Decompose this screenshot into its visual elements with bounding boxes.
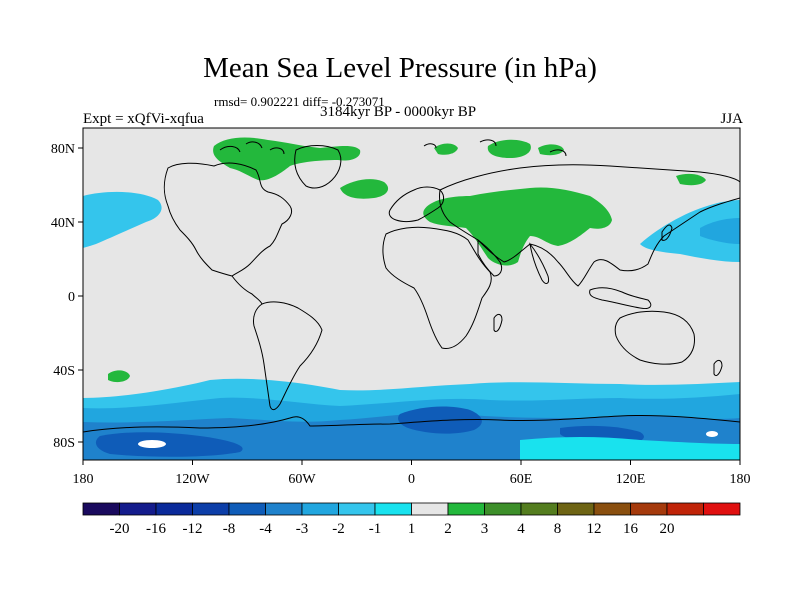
colorbar-label: 8 [554, 521, 562, 537]
experiment-label: Expt = xQfVi-xqfua [83, 111, 204, 127]
colorbar-swatch [447, 502, 485, 516]
y-tick-label: 80N [51, 142, 75, 157]
colorbar-label: 2 [444, 521, 452, 537]
colorbar-swatch [228, 502, 266, 516]
map-plot [83, 128, 740, 460]
antarctic-white-patch-east [706, 431, 718, 437]
x-tick-label: 60W [288, 472, 316, 487]
y-tick-label: 80S [53, 436, 75, 451]
x-tick-label: 120W [175, 472, 210, 487]
atlantic-negative-patch [83, 191, 162, 248]
coast-north-america [163, 162, 293, 277]
colorbar-label: 12 [587, 521, 602, 537]
y-tick-label: 40N [51, 216, 75, 231]
coast-se-asia [589, 287, 652, 309]
coast-arabia [477, 238, 503, 277]
colorbar-labels: -20 -16 -12 -8 -4 -3 -2 -1 1 2 3 4 8 12 16 20 [110, 521, 675, 537]
season-label: JJA [720, 111, 743, 127]
colorbar-swatch [82, 502, 120, 516]
southern-positive-patch [108, 370, 130, 383]
coast-india [529, 242, 549, 284]
colorbar-swatch [666, 502, 704, 516]
colorbar [82, 502, 741, 516]
colorbar-label: -12 [183, 521, 203, 537]
colorbar-label: -1 [369, 521, 382, 537]
antarctic-white-patch [138, 440, 166, 448]
coast-arctic-islands [219, 139, 567, 157]
colorbar-swatch [484, 502, 522, 516]
colorbar-swatch [338, 502, 376, 516]
x-tick-label: 180 [73, 472, 94, 487]
colorbar-label: 4 [517, 521, 525, 537]
colorbar-swatch [265, 502, 303, 516]
arctic-positive-patch-2 [340, 179, 389, 199]
colorbar-swatch [192, 502, 230, 516]
y-tick-labels: 80N 40N 0 40S 80S [51, 142, 75, 451]
pacific-negative-core [700, 218, 740, 244]
colorbar-swatch [411, 502, 449, 516]
colorbar-swatch [374, 502, 412, 516]
x-tick-label: 0 [408, 472, 415, 487]
coast-madagascar [493, 313, 503, 333]
colorbar-label: -2 [332, 521, 345, 537]
coast-europe [388, 186, 445, 222]
x-axis [82, 460, 741, 465]
colorbar-label: 16 [623, 521, 639, 537]
colorbar-swatch [593, 502, 631, 516]
colorbar-label: -16 [146, 521, 166, 537]
coast-japan [661, 224, 673, 241]
stats-label: rmsd= 0.902221 diff= -0.273071 [214, 94, 385, 109]
antarctic-light-patch [520, 437, 740, 460]
coastlines [83, 139, 740, 433]
coast-south-america [253, 301, 323, 411]
coast-new-zealand [713, 359, 723, 377]
x-tick-label: 60E [510, 472, 533, 487]
colorbar-swatch [119, 502, 157, 516]
colorbar-label: -20 [110, 521, 130, 537]
colorbar-label: 20 [660, 521, 675, 537]
coast-greenland [294, 145, 342, 189]
colorbar-swatch [557, 502, 595, 516]
colorbar-label: -4 [259, 521, 272, 537]
arctic-positive-patch-5 [538, 144, 564, 156]
southern-band-deep-west [95, 432, 243, 457]
arctic-positive-patch [213, 137, 361, 181]
colorbar-swatch [301, 502, 339, 516]
colorbar-swatch [703, 502, 741, 516]
map-title: Mean Sea Level Pressure (in hPa) [203, 52, 597, 84]
y-tick-label: 40S [53, 364, 75, 379]
arctic-positive-patch-3 [487, 139, 531, 158]
colorbar-label: -8 [223, 521, 236, 537]
colorbar-swatch [630, 502, 668, 516]
x-tick-label: 120E [616, 472, 646, 487]
period-label: 3184kyr BP - 0000kyr BP [320, 104, 477, 120]
coast-asia [439, 164, 740, 287]
colorbar-label: -3 [296, 521, 309, 537]
colorbar-label: 3 [481, 521, 489, 537]
y-tick-label: 0 [68, 290, 75, 305]
coast-africa [382, 226, 492, 349]
arctic-positive-patch-4 [434, 143, 458, 155]
x-tick-labels: 180 120W 60W 0 60E 120E 180 [73, 472, 751, 487]
y-axis [78, 147, 83, 443]
siberia-positive-patch [676, 173, 706, 186]
colorbar-label: 1 [408, 521, 416, 537]
coast-australia [614, 310, 695, 365]
colorbar-swatch [155, 502, 193, 516]
pacific-negative-patch [640, 200, 740, 262]
colorbar-swatch [520, 502, 558, 516]
coast-central-america [231, 275, 263, 305]
coast-antarctica [83, 414, 740, 433]
x-tick-label: 180 [730, 472, 751, 487]
eurasia-positive-patch [423, 187, 612, 266]
southern-band-deep [398, 406, 482, 434]
